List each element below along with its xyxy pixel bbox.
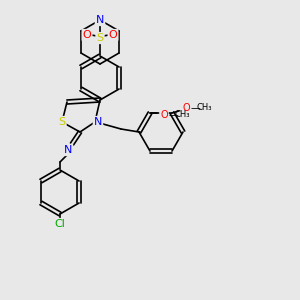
Text: N: N: [94, 117, 102, 127]
Text: S: S: [96, 33, 103, 43]
Text: CH₃: CH₃: [196, 103, 212, 112]
Text: O: O: [160, 110, 168, 120]
Text: N: N: [64, 145, 72, 155]
Text: —: —: [190, 103, 200, 113]
Text: —: —: [168, 110, 178, 120]
Text: O: O: [109, 30, 117, 40]
Text: S: S: [58, 117, 66, 127]
Text: Cl: Cl: [55, 219, 65, 229]
Text: O: O: [82, 30, 91, 40]
Text: N: N: [96, 15, 104, 25]
Text: O: O: [182, 103, 190, 113]
Text: CH₃: CH₃: [174, 110, 190, 119]
